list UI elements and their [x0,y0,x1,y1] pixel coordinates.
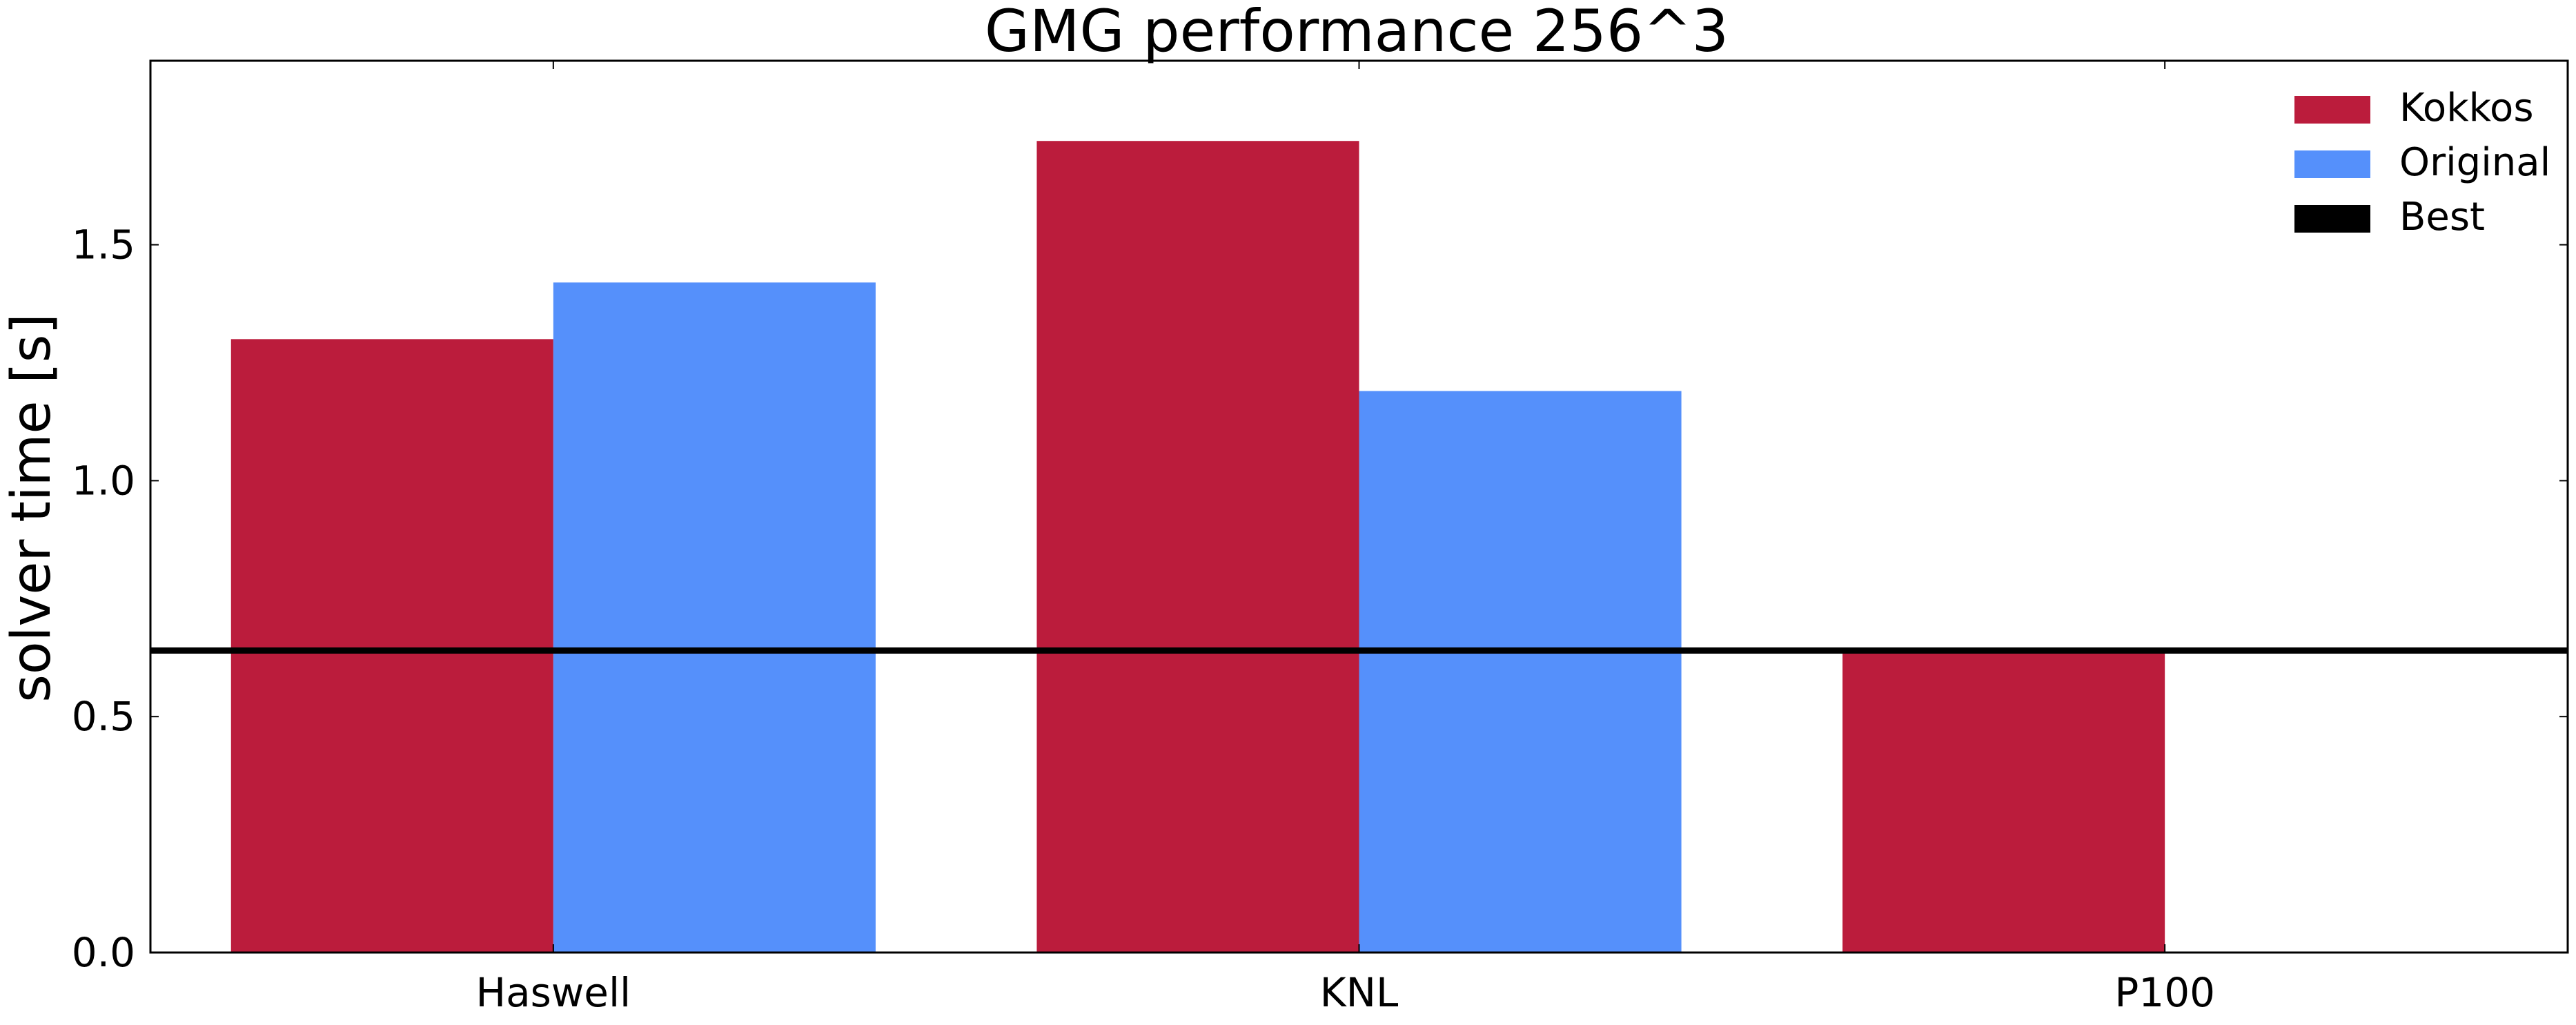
bars-layer [230,141,2165,953]
y-tick-label: 1.0 [72,457,135,504]
bar-original-haswell [553,282,876,953]
x-tick-label: KNL [1320,969,1399,1016]
legend-swatch-best [2294,205,2370,233]
legend-label-kokkos: Kokkos [2399,86,2534,130]
y-tick-label: 0.5 [72,693,135,740]
y-tick-label: 1.5 [72,222,135,269]
y-tick-label: 0.0 [72,929,135,976]
bar-kokkos-knl [1036,141,1359,953]
x-tick-label: Haswell [475,969,631,1016]
legend-label-best: Best [2399,195,2485,240]
legend: Kokkos Original Best [2294,86,2550,240]
bar-kokkos-p100 [1842,650,2165,953]
x-tick-label: P100 [2114,969,2215,1016]
legend-swatch-kokkos [2294,96,2370,124]
bar-kokkos-haswell [230,339,553,953]
legend-swatch-original [2294,150,2370,178]
legend-label-original: Original [2399,140,2550,185]
bar-original-knl [1359,391,1682,953]
ticks-layer: Haswell KNL P100 0.0 0.5 1.0 1.5 [72,61,2568,1016]
y-axis-label: solver time [s] [1,313,63,703]
chart-title: GMG performance 256^3 [985,0,1729,65]
